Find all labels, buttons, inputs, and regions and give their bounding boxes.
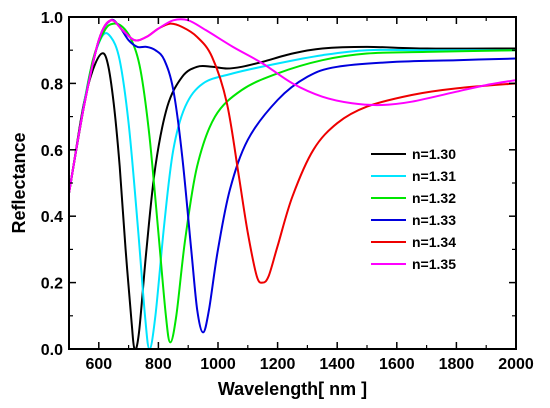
legend-label: n=1.33	[412, 212, 456, 228]
x-tick-label: 1800	[439, 356, 475, 373]
legend-label: n=1.35	[412, 256, 456, 272]
legend-label: n=1.32	[412, 190, 456, 206]
legend-label: n=1.30	[412, 146, 456, 162]
y-tick-label: 0.4	[41, 209, 63, 226]
x-tick-label: 2000	[498, 356, 534, 373]
x-tick-label: 1400	[319, 356, 355, 373]
legend-label: n=1.34	[412, 234, 456, 250]
y-tick-label: 0.8	[41, 76, 63, 93]
series-line-3	[69, 22, 516, 344]
x-axis-title: Wavelength[ nm ]	[218, 379, 367, 399]
series-line-1	[69, 45, 516, 350]
axes-layer: 600 800 1000 1200 1400 1600 1800 2000 0.0 0.2 0.4 0…	[41, 10, 534, 373]
series-layer	[69, 18, 516, 350]
y-tick-label: 0.0	[41, 342, 63, 359]
series-line-2	[69, 32, 516, 350]
x-tick-label: 600	[85, 356, 112, 373]
y-tick-label: 0.6	[41, 143, 63, 160]
x-tick-label: 1000	[200, 356, 236, 373]
x-tick-label: 800	[145, 356, 172, 373]
x-tick-label: 1200	[260, 356, 296, 373]
y-tick-label: 0.2	[41, 276, 63, 293]
y-tick-label: 1.0	[41, 10, 63, 27]
legend: n=1.30 n=1.31 n=1.32 n=1.33 n=1.34 n=1.35	[371, 146, 456, 272]
legend-label: n=1.31	[412, 168, 456, 184]
y-axis-title: Reflectance	[9, 132, 29, 233]
x-tick-label: 1600	[379, 356, 415, 373]
series-line-6	[69, 18, 516, 194]
